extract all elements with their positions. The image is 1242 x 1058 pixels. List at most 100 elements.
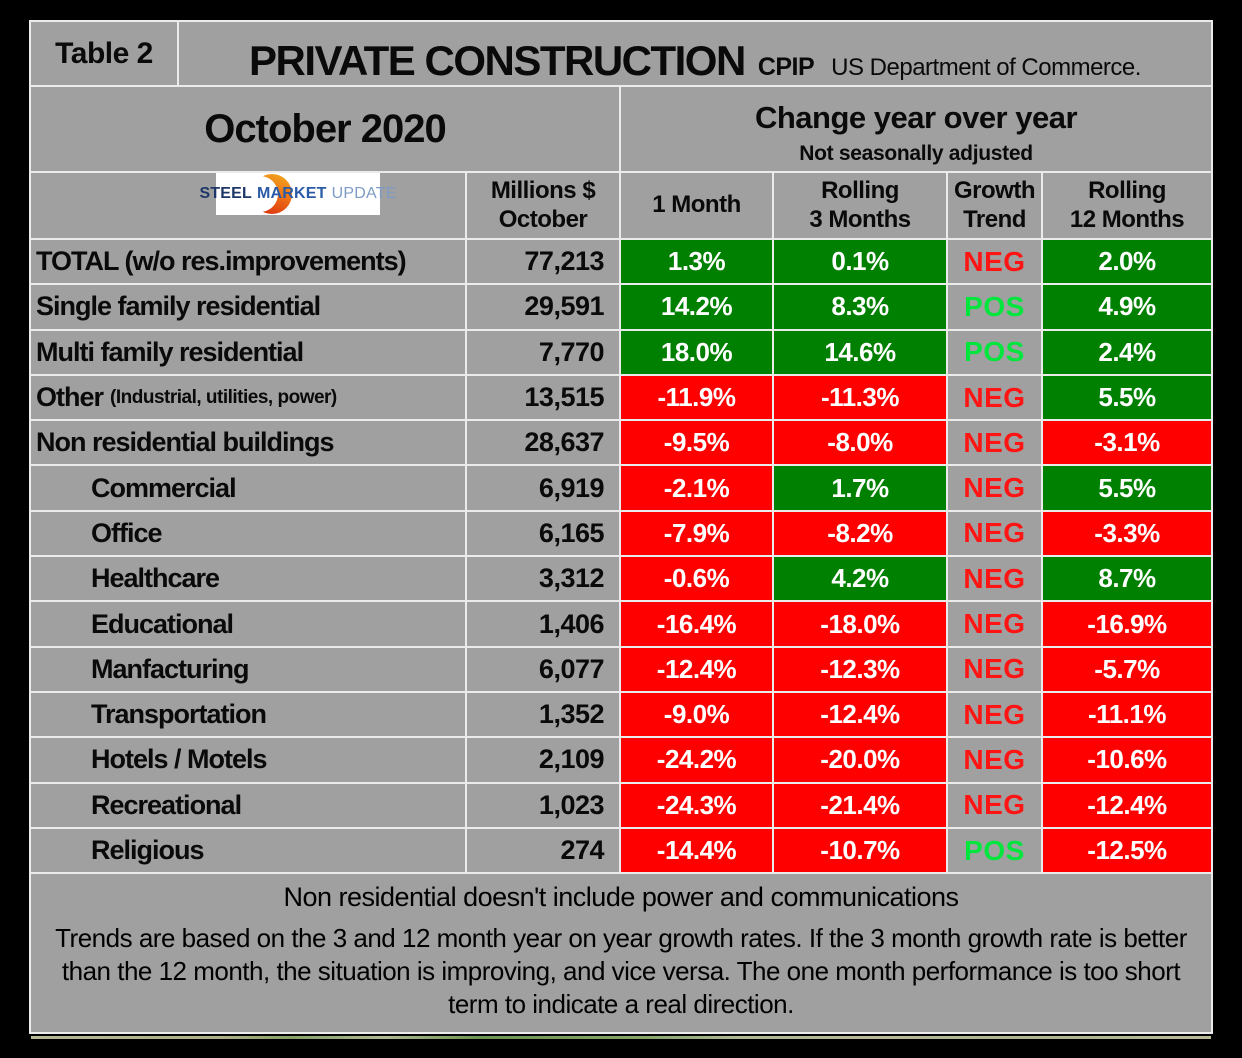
row-label: TOTAL (w/o res.improvements)	[36, 246, 407, 277]
column-header-rolling3-line1: Rolling	[821, 177, 899, 205]
footer-note-1: Non residential doesn't include power an…	[283, 882, 959, 913]
row-value-millions: 2,109	[467, 738, 619, 782]
cell-1-month: -9.0%	[621, 692, 772, 737]
row-label: Single family residential	[36, 291, 321, 322]
row-value-millions: 6,919	[467, 466, 619, 510]
row-label: Manfacturing	[91, 653, 250, 684]
table-number-label: Table 2	[31, 22, 177, 85]
column-header-rolling12-line2: 12 Months	[1069, 205, 1185, 233]
cell-rolling-12-months: -3.1%	[1043, 421, 1211, 465]
column-header-1-month: 1 Month	[621, 173, 772, 238]
cell-rolling-3-months: -8.2%	[774, 511, 946, 556]
row-label-cell: Hotels / Motels	[31, 738, 465, 782]
table-row: Religious 274 -14.4% -10.7% POS -12.5%	[31, 828, 1211, 873]
change-title: Change year over year	[754, 100, 1078, 135]
table-row: Single family residential 29,591 14.2% 8…	[31, 285, 1211, 329]
row-label: Healthcare	[91, 563, 220, 594]
change-header-cell: Change year over year Not seasonally adj…	[621, 87, 1211, 171]
row-label: Religious	[91, 835, 205, 865]
table-body: TOTAL (w/o res.improvements) 77,213 1.3%…	[31, 240, 1211, 873]
cell-rolling-3-months: 1.7%	[774, 466, 946, 510]
table-row: TOTAL (w/o res.improvements) 77,213 1.3%…	[31, 240, 1211, 284]
row-label-cell: TOTAL (w/o res.improvements)	[31, 240, 465, 284]
title-abbrev: CPIP	[757, 53, 815, 81]
row-value-millions: 274	[467, 828, 619, 873]
row-value-millions: 77,213	[467, 240, 619, 284]
row-label-cell: Non residential buildings	[31, 421, 465, 465]
row-value-millions: 6,077	[467, 647, 619, 691]
row-value-millions: 1,023	[467, 783, 619, 827]
table-row: Manfacturing 6,077 -12.4% -12.3% NEG -5.…	[31, 647, 1211, 691]
cutoff-row-edge	[31, 1036, 1211, 1039]
table-row: Hotels / Motels 2,109 -24.2% -20.0% NEG …	[31, 738, 1211, 782]
cell-rolling-3-months: 14.6%	[774, 330, 946, 374]
row-label-cell: Educational	[31, 602, 465, 646]
logo-word-update: UPDATE	[331, 184, 397, 202]
column-header-rolling-12-months: Rolling 12 Months	[1043, 173, 1211, 238]
cell-1-month: -2.1%	[621, 466, 772, 510]
row-label-cell: Office	[31, 511, 465, 556]
cell-1-month: -24.3%	[621, 783, 772, 827]
logo-crescent-icon	[242, 174, 292, 214]
cell-growth-trend: NEG	[948, 557, 1041, 601]
logo-cell: STEEL MARKET UPDATE	[31, 173, 465, 238]
cell-1-month: -11.9%	[621, 375, 772, 420]
cell-growth-trend: POS	[948, 285, 1041, 329]
column-header-millions: Millions $ October	[467, 173, 619, 238]
cell-rolling-12-months: -12.5%	[1043, 828, 1211, 873]
cell-1-month: -16.4%	[621, 602, 772, 646]
cell-rolling-3-months: -10.7%	[774, 828, 946, 873]
row-label-cell: Recreational	[31, 783, 465, 827]
row-label: Educational	[91, 608, 234, 639]
footer-note-2: Trends are based on the 3 and 12 month y…	[55, 923, 1187, 1019]
cell-rolling-12-months: 5.5%	[1043, 466, 1211, 510]
column-header-millions-line2: October	[498, 205, 588, 233]
steel-market-update-logo: STEEL MARKET UPDATE	[199, 173, 396, 215]
cell-growth-trend: NEG	[948, 375, 1041, 420]
table-row: Commercial 6,919 -2.1% 1.7% NEG 5.5%	[31, 466, 1211, 510]
cell-rolling-3-months: -12.3%	[774, 647, 946, 691]
row-label: Commercial	[91, 472, 237, 503]
row-label: Office	[91, 517, 163, 548]
table-row: Educational 1,406 -16.4% -18.0% NEG -16.…	[31, 602, 1211, 646]
column-header-rolling12-line1: Rolling	[1088, 177, 1166, 205]
cell-growth-trend: NEG	[948, 602, 1041, 646]
column-header-row: STEEL MARKET UPDATE Millions $ October 1…	[31, 173, 1211, 238]
column-header-rolling3-line2: 3 Months	[809, 205, 911, 233]
row-value-millions: 7,770	[467, 330, 619, 374]
column-header-growth-line2: Trend	[963, 205, 1026, 233]
cell-rolling-3-months: -20.0%	[774, 738, 946, 782]
cell-rolling-12-months: -10.6%	[1043, 738, 1211, 782]
row-value-millions: 1,352	[467, 692, 619, 737]
cell-1-month: 18.0%	[621, 330, 772, 374]
cell-1-month: -14.4%	[621, 828, 772, 873]
table-row: Non residential buildings 28,637 -9.5% -…	[31, 421, 1211, 465]
row-value-millions: 28,637	[467, 421, 619, 465]
cell-growth-trend: NEG	[948, 647, 1041, 691]
row-label-cell: Transportation	[31, 692, 465, 737]
row-value-millions: 13,515	[467, 375, 619, 420]
cell-rolling-12-months: 5.5%	[1043, 375, 1211, 420]
row-label: Other	[36, 382, 104, 413]
logo-word-steel: STEEL	[199, 184, 252, 202]
table-row: Other (Industrial, utilities, power) 13,…	[31, 375, 1211, 420]
cell-rolling-12-months: 4.9%	[1043, 285, 1211, 329]
cell-rolling-12-months: -11.1%	[1043, 692, 1211, 737]
table-row: Transportation 1,352 -9.0% -12.4% NEG -1…	[31, 692, 1211, 737]
row-label-cell: Other (Industrial, utilities, power)	[31, 375, 465, 420]
cell-rolling-12-months: 2.0%	[1043, 240, 1211, 284]
cell-growth-trend: NEG	[948, 692, 1041, 737]
cell-growth-trend: NEG	[948, 240, 1041, 284]
row-label-cell: Healthcare	[31, 557, 465, 601]
table-row: Recreational 1,023 -24.3% -21.4% NEG -12…	[31, 783, 1211, 827]
cell-rolling-12-months: -5.7%	[1043, 647, 1211, 691]
cell-rolling-12-months: -12.4%	[1043, 783, 1211, 827]
table-row: Multi family residential 7,770 18.0% 14.…	[31, 330, 1211, 374]
page-title: PRIVATE CONSTRUCTION	[249, 37, 746, 84]
row-label-cell: Manfacturing	[31, 647, 465, 691]
row-label-cell: Multi family residential	[31, 330, 465, 374]
row-label-cell: Commercial	[31, 466, 465, 510]
cell-growth-trend: NEG	[948, 783, 1041, 827]
row-label: Recreational	[91, 789, 242, 820]
